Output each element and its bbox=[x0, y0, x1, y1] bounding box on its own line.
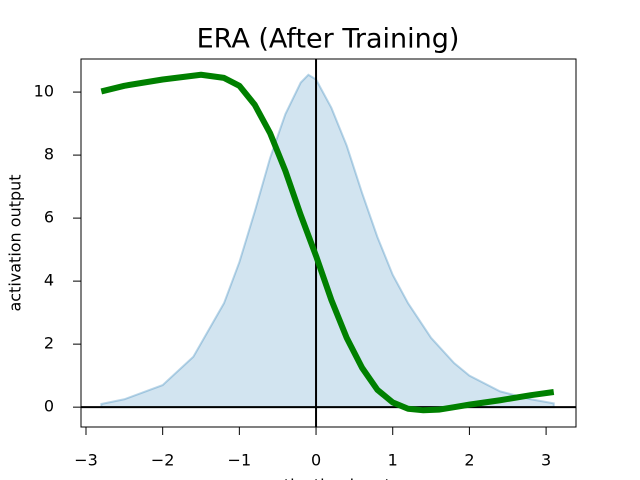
y-tick-label: 0 bbox=[44, 397, 54, 416]
y-tick-label: 10 bbox=[34, 82, 54, 101]
x-tick-label: 0 bbox=[311, 451, 321, 470]
x-tick-label: −1 bbox=[228, 451, 252, 470]
y-tick-label: 6 bbox=[44, 208, 54, 227]
plot-frame bbox=[80, 58, 577, 428]
x-tick-label: 2 bbox=[464, 451, 474, 470]
chart-title: ERA (After Training) bbox=[197, 24, 460, 55]
x-tick-label: 3 bbox=[541, 451, 551, 470]
line bbox=[100, 71, 555, 414]
y-tick-label: 8 bbox=[44, 145, 54, 164]
x-tick-label: −3 bbox=[74, 451, 98, 470]
x-tick-label: 1 bbox=[388, 451, 398, 470]
x-axis-label: activation input bbox=[265, 476, 390, 480]
y-axis-label: activation output bbox=[6, 174, 25, 311]
y-tick-label: 4 bbox=[44, 271, 54, 290]
x-tick-label: −2 bbox=[151, 451, 175, 470]
area bbox=[100, 73, 555, 409]
y-tick-label: 2 bbox=[44, 334, 54, 353]
